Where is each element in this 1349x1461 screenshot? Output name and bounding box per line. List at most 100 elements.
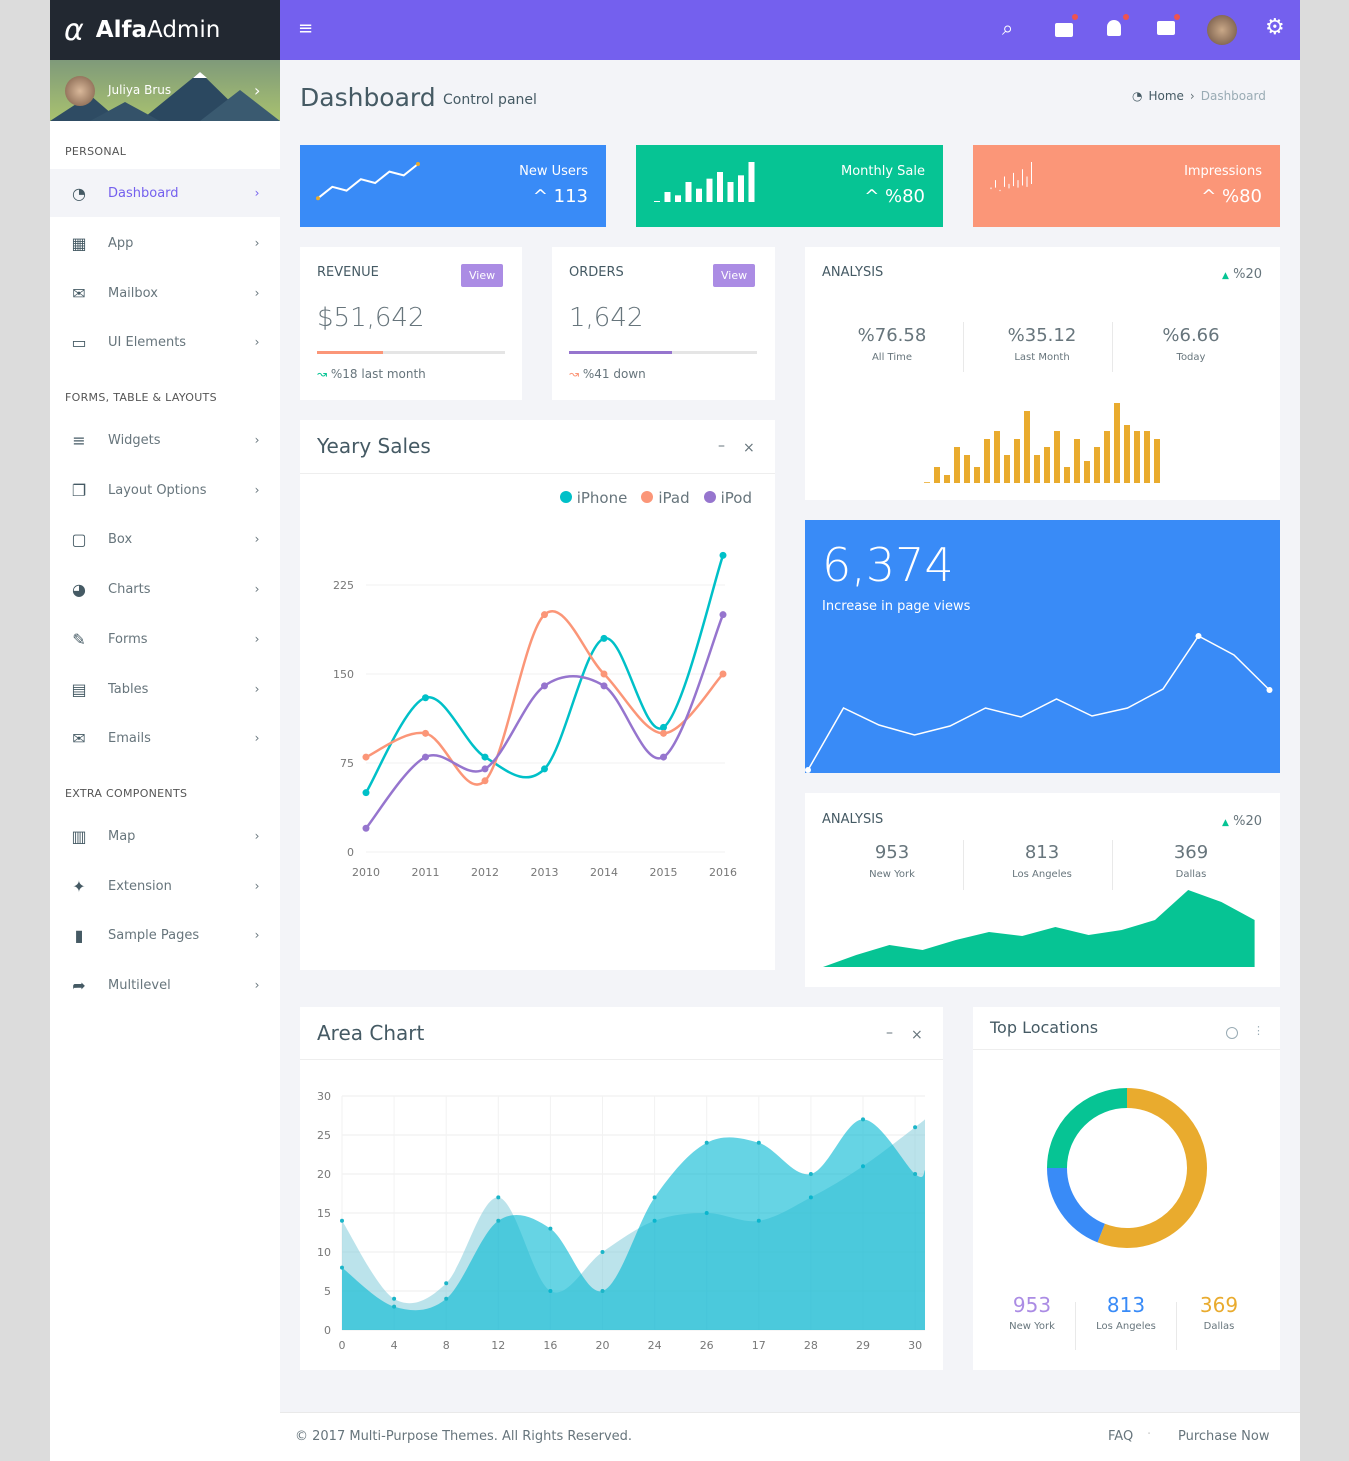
sidebar-item-emails[interactable]: ✉ Emails ›: [50, 714, 280, 762]
data-point: [362, 824, 370, 832]
close-button[interactable]: ×: [743, 440, 755, 456]
stat-value: ^ %80: [1201, 186, 1262, 207]
bell-icon[interactable]: [1107, 20, 1121, 36]
area-chart-card: Area Chart – × 0 5 10 15 20 25 30 0 4 8 12 16 20 24 26…: [300, 1007, 943, 1370]
x-tick-label: 29: [856, 1339, 870, 1352]
sidebar-item-layout-options[interactable]: ❐ Layout Options ›: [50, 466, 280, 514]
sidebar-item-label: App: [108, 235, 134, 251]
stat-value: 369: [1173, 842, 1209, 863]
stat-label: Last Month: [1014, 352, 1070, 363]
refresh-circle-icon[interactable]: [1226, 1027, 1238, 1039]
square-icon: ▢: [71, 529, 87, 549]
file-icon: ▮: [74, 925, 84, 945]
settings-gear-icon[interactable]: ⚙: [1265, 15, 1285, 40]
user-panel[interactable]: Juliya Brus ›: [50, 60, 280, 121]
card-title: REVENUE: [317, 265, 379, 280]
analysis-bar: [1044, 447, 1050, 483]
analysis-bar: [964, 455, 970, 483]
minimize-button[interactable]: –: [718, 438, 725, 454]
analysis-card: ANALYSIS ▲ %20 %76.58 All Time %35.12 Last…: [805, 247, 1280, 500]
sidebar-item-label: Box: [108, 531, 133, 547]
analysis-bar: [934, 467, 940, 483]
sidebar-item-mailbox[interactable]: ✉ Mailbox ›: [50, 269, 280, 317]
logo[interactable]: α AlfaAdmin: [50, 0, 280, 60]
chevron-right-icon: ›: [254, 186, 260, 200]
sidebar-item-multilevel[interactable]: ➦ Multilevel ›: [50, 961, 280, 1009]
legend-item[interactable]: iPod: [703, 489, 752, 507]
sale-bar: [748, 162, 755, 202]
chevron-right-icon: ›: [254, 928, 260, 942]
sidebar-item-label: Widgets: [108, 432, 161, 448]
sale-bar: [664, 192, 671, 202]
chat-icon[interactable]: [1157, 21, 1175, 35]
page-subtitle: Control panel: [443, 92, 537, 108]
sidebar-item-charts[interactable]: ◕ Charts ›: [50, 565, 280, 613]
locations-donut-chart: [1047, 1088, 1207, 1248]
mail-icon[interactable]: [1055, 23, 1073, 37]
chevron-right-icon: ›: [254, 532, 260, 546]
y-tick-label: 150: [333, 668, 354, 681]
stat-value: 953: [874, 842, 910, 863]
sidebar-item-label: Tables: [108, 681, 149, 697]
chevron-right-icon: ›: [254, 335, 260, 349]
sale-bar: [696, 188, 702, 202]
area-chart: 0 5 10 15 20 25 30 0 4 8 12 16 20 24 26 17 28 29 30: [317, 1090, 925, 1352]
location-label: Los Angeles: [1096, 1321, 1156, 1332]
user-avatar[interactable]: [1207, 15, 1237, 45]
map-icon: ▥: [71, 826, 87, 846]
sidebar-item-tables[interactable]: ▤ Tables ›: [50, 665, 280, 713]
orders-progress: [569, 351, 757, 354]
data-point: [362, 753, 370, 761]
chevron-right-icon: ›: [254, 829, 260, 843]
x-tick-label: 0: [339, 1339, 346, 1352]
view-button[interactable]: View: [461, 264, 504, 287]
triangle-up-icon: ▲: [1222, 818, 1229, 828]
sidebar-item-label: Charts: [108, 581, 151, 597]
sidebar-item-ui-elements[interactable]: ▭ UI Elements ›: [50, 318, 280, 366]
sidebar-item-map[interactable]: ▥ Map ›: [50, 812, 280, 860]
analysis-bar: [1154, 439, 1160, 483]
chevron-right-icon: ›: [254, 433, 260, 447]
data-point: [422, 729, 429, 737]
more-vertical-icon[interactable]: ⋮: [1253, 1024, 1264, 1037]
impressions-sparkline: [990, 162, 1032, 192]
purchase-now-link[interactable]: Purchase Now: [1178, 1429, 1270, 1444]
top-navbar: ≡ ⌕ ⚙: [280, 0, 1300, 60]
sidebar-item-sample-pages[interactable]: ▮ Sample Pages ›: [50, 911, 280, 959]
sidebar-item-app[interactable]: ▦ App ›: [50, 219, 280, 267]
sale-bar: [685, 182, 692, 202]
close-button[interactable]: ×: [911, 1027, 923, 1043]
legend-item[interactable]: iPhone: [559, 489, 627, 507]
chevron-right-icon: ›: [254, 236, 260, 250]
y-tick-label: 0: [347, 846, 354, 859]
location-label: New York: [1009, 1321, 1055, 1332]
analysis-bar: [1074, 439, 1080, 483]
breadcrumb: ◔ Home › Dashboard: [1132, 89, 1266, 103]
data-point: [481, 753, 489, 761]
y-tick-label: 15: [317, 1207, 331, 1220]
x-tick-label: 26: [700, 1339, 714, 1352]
sidebar-item-widgets[interactable]: ≡ Widgets ›: [50, 416, 280, 464]
sale-bar: [727, 182, 734, 202]
sidebar-item-dashboard[interactable]: ◔ Dashboard ›: [50, 169, 280, 217]
sidebar-item-box[interactable]: ▢ Box ›: [50, 515, 280, 563]
sidebar-item-forms[interactable]: ✎ Forms ›: [50, 615, 280, 663]
data-point: [1195, 633, 1202, 639]
y-tick-label: 20: [317, 1168, 331, 1181]
sidebar-item-extension[interactable]: ✦ Extension ›: [50, 862, 280, 910]
search-icon[interactable]: ⌕: [1002, 16, 1014, 40]
x-tick-label: 4: [391, 1339, 398, 1352]
breadcrumb-home[interactable]: Home: [1148, 89, 1184, 103]
analysis-bar: [974, 467, 980, 483]
faq-link[interactable]: FAQ: [1108, 1429, 1134, 1444]
analysis-bar: [1094, 447, 1100, 483]
y-tick-label: 10: [317, 1246, 331, 1259]
hamburger-menu-icon[interactable]: ≡: [298, 18, 314, 39]
new-users-card: New Users ^ 113: [300, 145, 606, 227]
legend-item[interactable]: iPad: [641, 489, 690, 507]
chevron-right-icon: ›: [254, 483, 260, 497]
y-tick-label: 75: [340, 757, 354, 770]
view-button[interactable]: View: [713, 264, 756, 287]
minimize-button[interactable]: –: [886, 1025, 893, 1041]
legend-swatch: [703, 491, 716, 503]
